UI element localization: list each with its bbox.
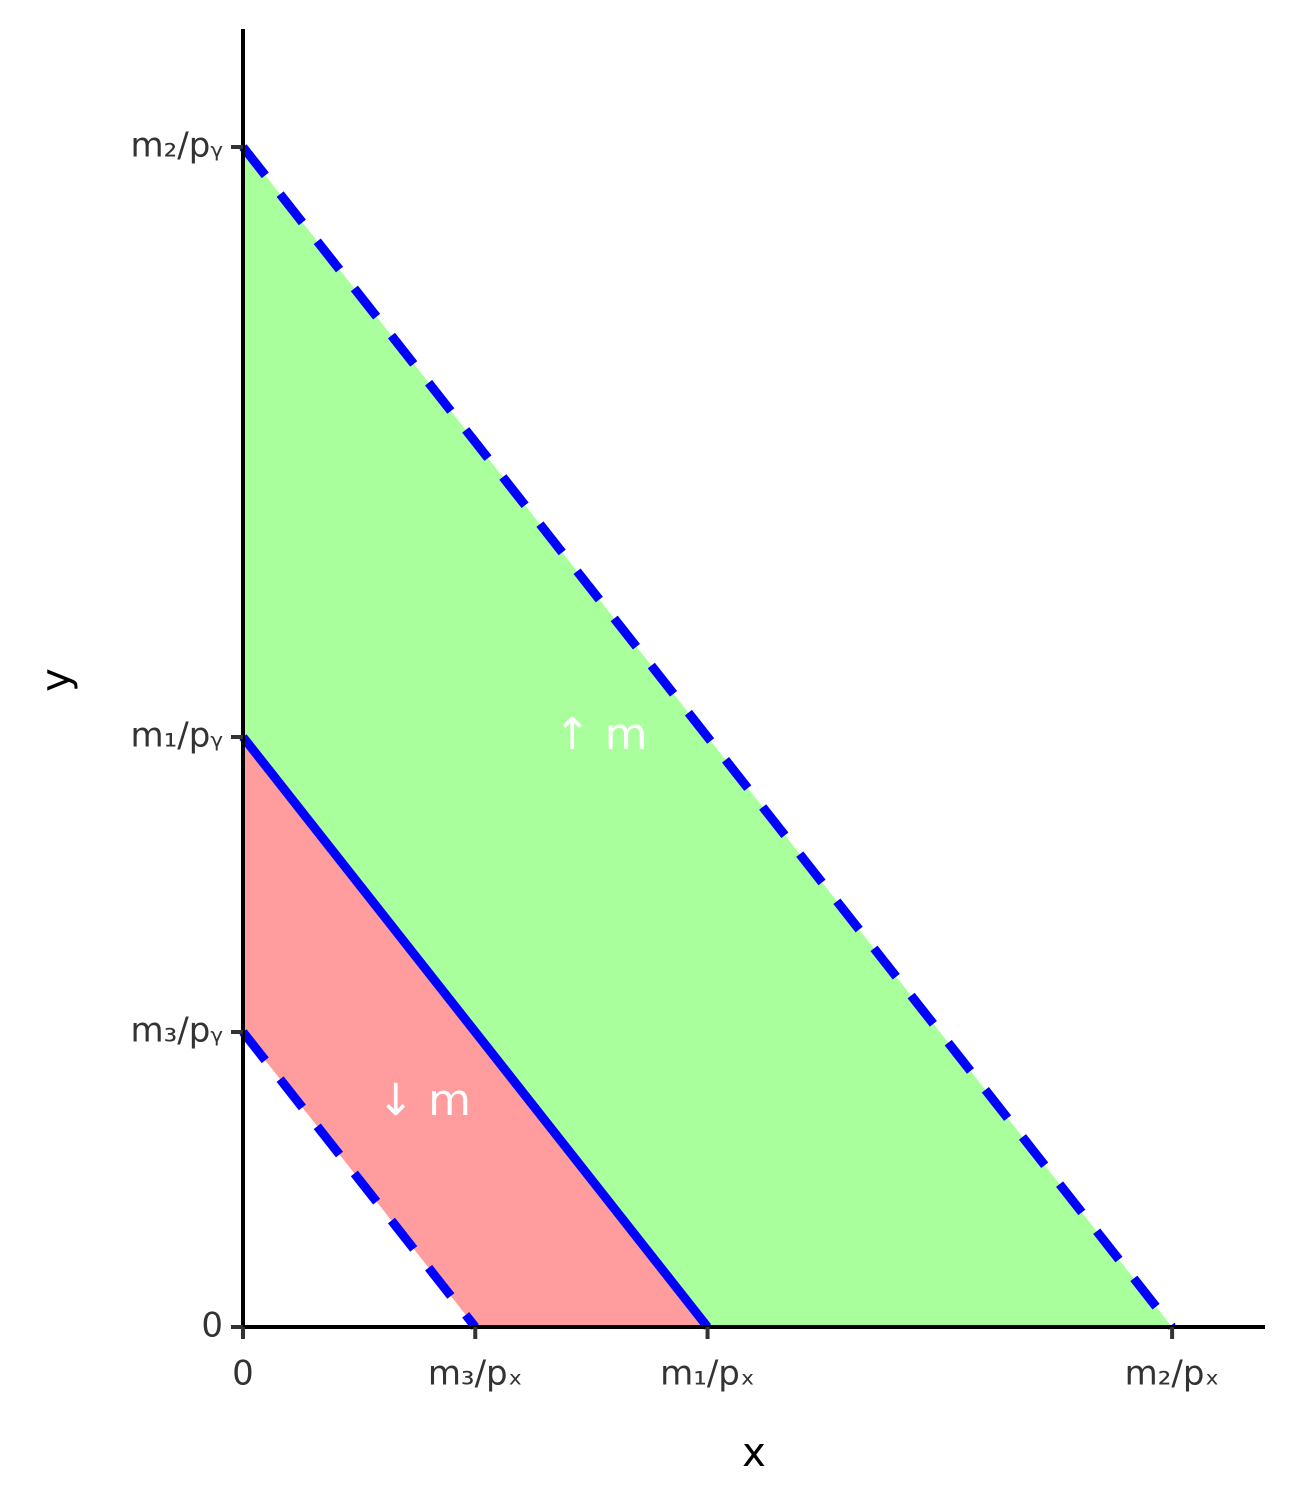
x-tick-label: 0 [232,1354,254,1394]
y-tick-label: m₃/pᵧ [131,1011,224,1051]
y-tick-label: 0 [201,1306,223,1346]
budget-line [239,734,712,1330]
x-tick-label: m₃/pₓ [428,1354,523,1394]
x-axis-title: x [742,1430,766,1476]
x-tick-label: m₂/pₓ [1125,1354,1220,1394]
y-tick-label: m₁/pᵧ [131,716,224,756]
y-tick-label: m₂/pᵧ [131,126,224,166]
x-tick-label: m₁/pₓ [660,1354,755,1394]
budget-line [239,1029,479,1330]
annotation: ↑ m [554,709,648,760]
annotation: ↓ m [377,1075,471,1126]
y-axis-title: y [33,668,79,692]
budget-line [239,144,1176,1330]
